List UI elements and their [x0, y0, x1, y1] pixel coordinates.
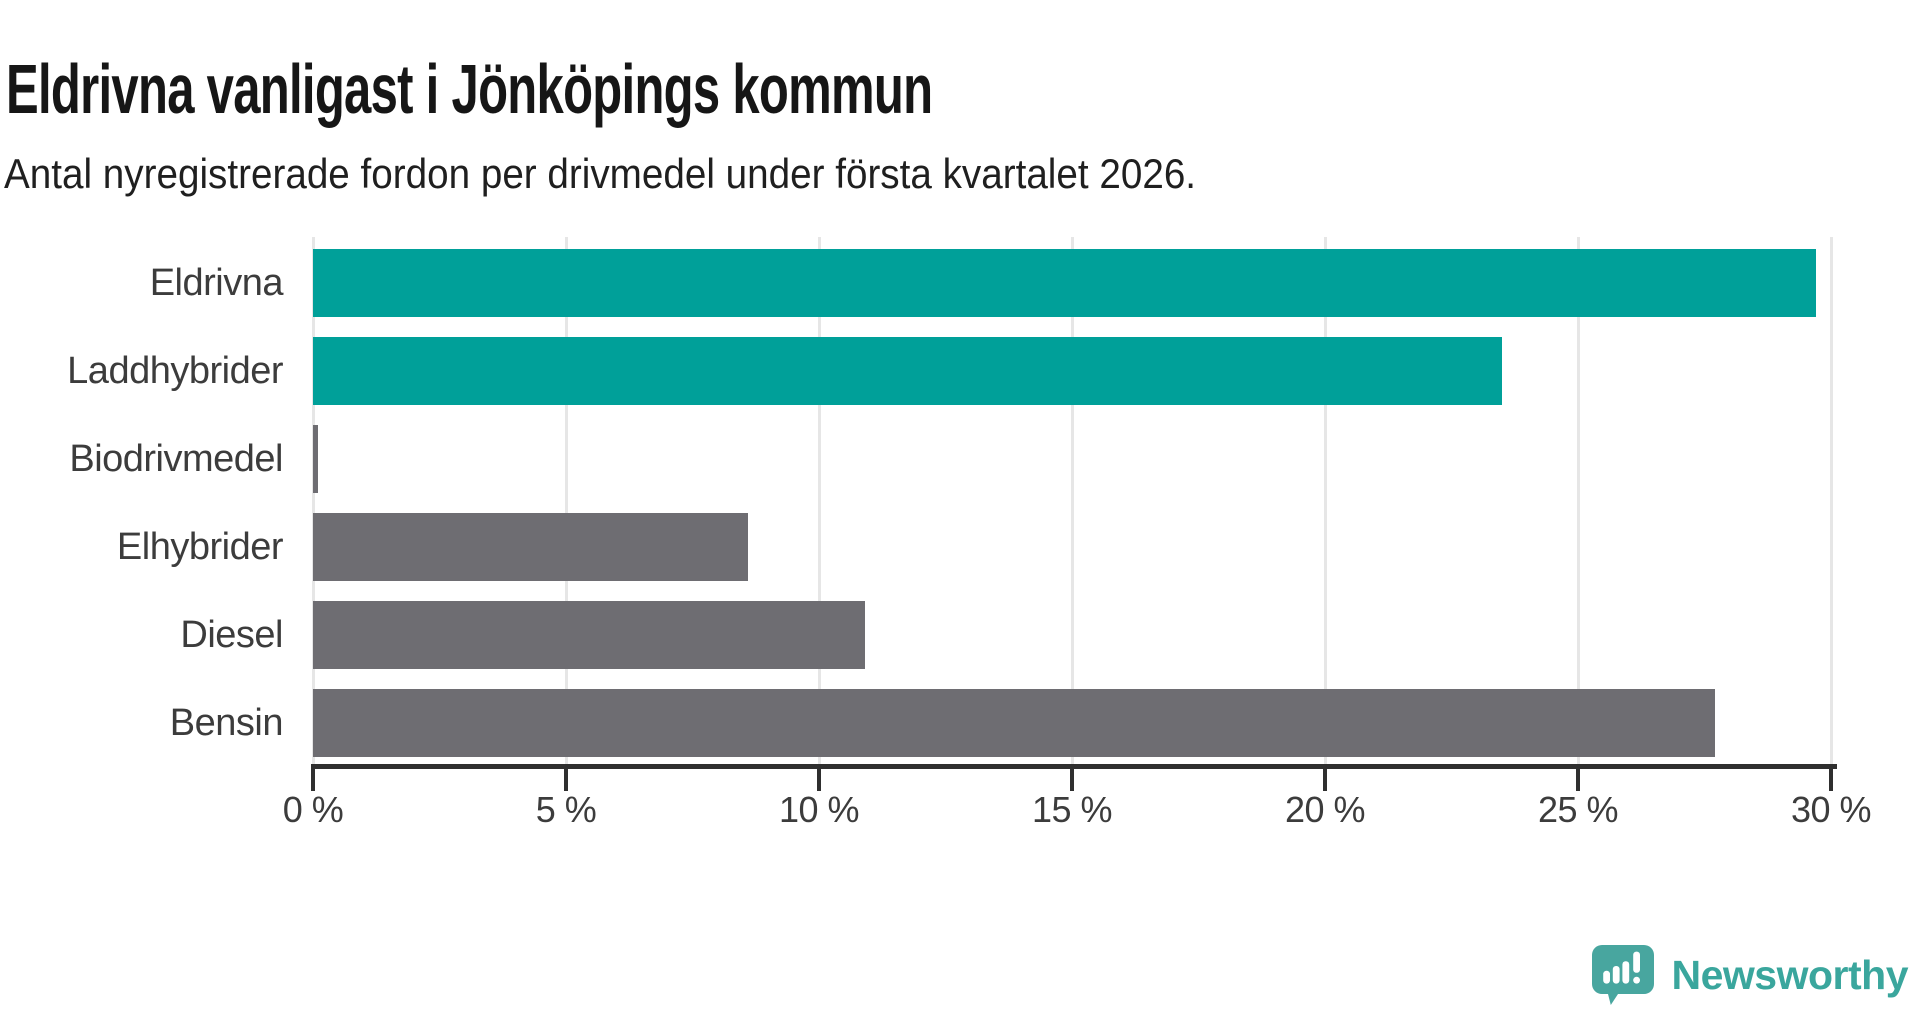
newsworthy-logo: Newsworthy: [1590, 942, 1909, 1008]
x-axis-tick: [817, 764, 821, 791]
x-axis-tick-label: 15 %: [1031, 789, 1113, 830]
category-label: Eldrivna: [149, 262, 284, 304]
category-label: Laddhybrider: [67, 350, 283, 392]
gridline: [1829, 237, 1833, 764]
gridline: [311, 237, 315, 764]
x-axis-tick-label: 0 %: [282, 789, 344, 830]
bar: [313, 249, 1816, 317]
bar: [313, 513, 749, 581]
bar: [313, 689, 1715, 757]
gridline: [1070, 237, 1074, 764]
x-axis-tick: [1829, 764, 1833, 791]
bar: [313, 425, 319, 493]
category-label: Elhybrider: [116, 526, 284, 568]
newsworthy-wordmark: Newsworthy: [1671, 951, 1909, 998]
bar: [313, 337, 1503, 405]
x-axis-tick: [1323, 764, 1327, 791]
x-axis-tick: [1576, 764, 1580, 791]
gridline: [1323, 237, 1327, 764]
x-axis-tick: [564, 764, 568, 791]
x-axis-tick-label: 30 %: [1790, 789, 1872, 830]
gridline: [564, 237, 568, 764]
page-subtitle: Antal nyregistrerade fordon per drivmede…: [4, 150, 1197, 197]
page-title: Eldrivna vanligast i Jönköpings kommun: [6, 49, 933, 128]
category-labels: Eldrivna Laddhybrider Biodrivmedel Elhybrid…: [0, 237, 283, 764]
x-axis-tick-label: 10 %: [778, 789, 860, 830]
category-label: Diesel: [180, 614, 283, 656]
x-axis-tick-label: 20 %: [1284, 789, 1366, 830]
category-label: Biodrivmedel: [69, 438, 283, 480]
category-label: Bensin: [169, 702, 284, 744]
x-axis-tick: [311, 764, 315, 791]
x-axis-line: [313, 764, 1837, 769]
plot-area: 0 % 5 % 10 % 15 % 20 % 25 % 30 %: [283, 237, 1872, 830]
x-axis-tick-label: 25 %: [1537, 789, 1619, 830]
newsworthy-bubble-icon: [1591, 945, 1654, 1005]
gridline: [817, 237, 821, 764]
bar: [313, 601, 865, 669]
x-axis-tick: [1070, 764, 1074, 791]
x-axis-tick-label: 5 %: [535, 789, 597, 830]
gridline: [1576, 237, 1580, 764]
